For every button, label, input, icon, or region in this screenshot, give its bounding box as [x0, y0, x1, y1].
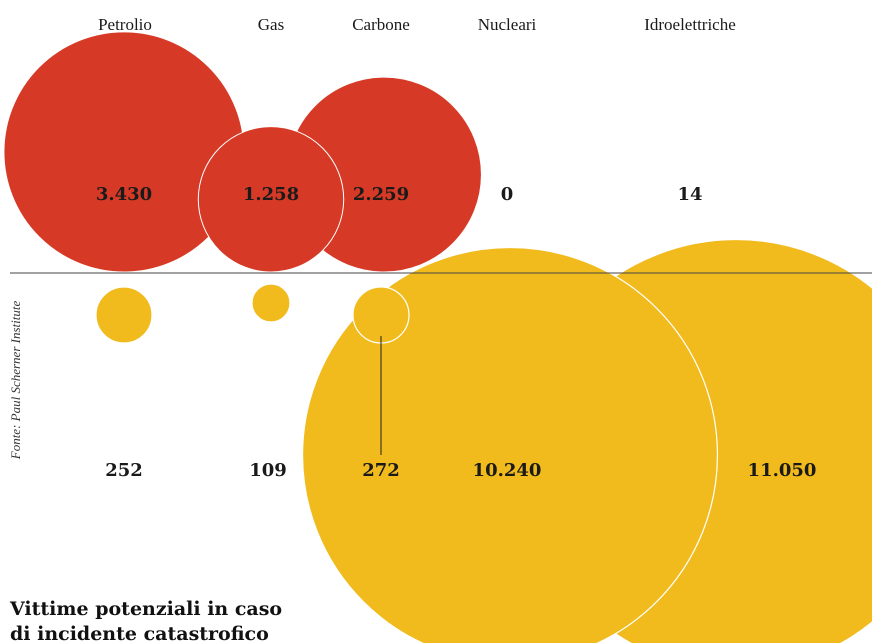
bottom-bubbles: [95, 238, 872, 643]
bubble-bottom-nucleari: [302, 247, 718, 643]
value-label-top-petrolio: 3.430: [96, 184, 152, 205]
top-bubbles: [3, 31, 699, 273]
category-label-nucleari: Nucleari: [478, 15, 537, 34]
source-note: Fonte: Paul Scherner Institute: [8, 301, 23, 461]
bubble-bottom-carbone: [352, 286, 410, 344]
category-label-gas: Gas: [258, 15, 284, 34]
category-label-petrolio: Petrolio: [98, 15, 152, 34]
bubble-bottom-gas: [251, 283, 291, 323]
chart-title-line-2: di incidente catastrofico: [10, 623, 269, 643]
value-label-bottom-idroelettriche: 11.050: [748, 460, 817, 481]
value-label-bottom-petrolio: 252: [105, 460, 143, 481]
value-label-bottom-gas: 109: [249, 460, 287, 481]
bubble-bottom-petrolio: [95, 286, 153, 344]
chart-title-line-1: Vittime potenziali in caso: [9, 598, 282, 620]
value-label-top-idroelettriche: 14: [677, 184, 702, 205]
category-label-carbone: Carbone: [352, 15, 410, 34]
value-label-top-gas: 1.258: [243, 184, 299, 205]
bubble-top-gas: [197, 126, 345, 273]
value-label-top-carbone: 2.259: [353, 184, 409, 205]
value-labels: 3.430 1.258 2.259 0 14 252 109 272 10.240 11.050: [96, 184, 817, 481]
category-label-idroelettriche: Idroelettriche: [644, 15, 736, 34]
value-label-top-nucleari: 0: [501, 184, 514, 205]
category-labels: Petrolio Gas Carbone Nucleari Idroelettriche: [98, 15, 736, 34]
value-label-bottom-nucleari: 10.240: [473, 460, 542, 481]
value-label-bottom-carbone: 272: [362, 460, 400, 481]
